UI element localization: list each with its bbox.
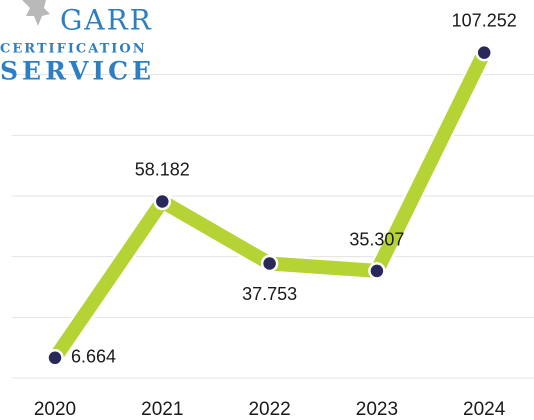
line-outline	[47, 48, 493, 364]
logo-icon	[22, 0, 50, 26]
data-label: 58.182	[135, 159, 190, 179]
logo: GARR CERTIFICATION SERVICE	[0, 0, 155, 86]
logo-name: GARR	[60, 4, 153, 37]
logo-line1: CERTIFICATION	[0, 42, 147, 57]
x-tick-label: 2023	[356, 399, 398, 420]
data-label: 35.307	[349, 230, 404, 250]
x-tick-label: 2024	[463, 399, 506, 420]
marker	[475, 43, 493, 62]
x-tick-label: 2021	[141, 399, 183, 420]
marker	[260, 254, 279, 273]
marker	[153, 192, 172, 211]
data-label: 37.753	[242, 284, 297, 304]
series-line	[49, 49, 491, 362]
x-tick-label: 2022	[248, 399, 290, 420]
logo-line2: SERVICE	[0, 57, 155, 86]
marker	[46, 349, 64, 367]
data-label: 107.252	[452, 10, 517, 30]
data-label: 6.664	[71, 347, 116, 367]
x-tick-label: 2020	[34, 399, 76, 420]
marker	[368, 262, 386, 280]
